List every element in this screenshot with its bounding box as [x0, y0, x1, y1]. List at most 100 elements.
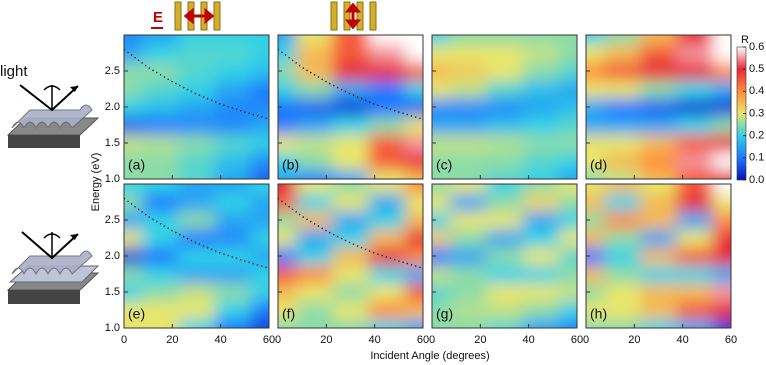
heatmap-cell [676, 319, 714, 328]
heatmap-cell [250, 184, 269, 194]
heatmap-cell [640, 116, 678, 135]
heatmap-cell [450, 62, 487, 81]
heatmap-cell [296, 265, 333, 284]
heatmap-cell [178, 80, 216, 99]
heatmap-cell [676, 170, 714, 179]
heatmap-cell [332, 211, 370, 230]
heatmap-cell [712, 152, 731, 171]
heatmap-cell [332, 319, 370, 328]
heatmap-cell [142, 134, 179, 153]
heatmap-cell [178, 134, 216, 153]
heatmap-cell [676, 116, 714, 135]
heatmap-cell [368, 265, 406, 284]
heatmap-cell [712, 319, 731, 328]
heatmap-cell [712, 301, 731, 320]
rayleigh-line [278, 48, 423, 120]
heatmap-cell [432, 44, 451, 63]
heatmap-cell [558, 80, 577, 99]
heatmap-cell [640, 134, 678, 153]
heatmap-cell [640, 319, 678, 328]
heatmap-cell [142, 184, 179, 194]
heatmap-cell [214, 319, 252, 328]
heatmap-cell [604, 283, 641, 302]
heatmap-cell [586, 134, 605, 153]
heatmap-cell [450, 44, 487, 63]
heatmap-cell [332, 98, 370, 117]
heatmap-cell [604, 265, 641, 284]
heatmap-cell [676, 184, 714, 194]
heatmap-cell [124, 229, 143, 248]
heatmap-cell [250, 247, 269, 266]
heatmap-cell [178, 35, 216, 45]
heatmap-cell [250, 80, 269, 99]
heatmap-cell [250, 283, 269, 302]
heatmap [586, 35, 731, 179]
heatmap-cell [712, 184, 731, 194]
heatmap-cell [368, 319, 406, 328]
y-tick-label: 2.0 [105, 101, 120, 113]
panel-label: (a) [128, 157, 145, 173]
heatmap-cell [712, 116, 731, 135]
heatmap-cell [640, 211, 678, 230]
heatmap-cell [368, 62, 406, 81]
heatmap-cell [604, 184, 641, 194]
heatmap-cell [368, 247, 406, 266]
heatmap-cell [676, 211, 714, 230]
colorbar-tick-label: 0.3 [749, 107, 764, 119]
heatmap-cells [586, 184, 731, 328]
heatmap-cell [404, 211, 423, 230]
heatmap-cell [558, 35, 577, 45]
x-tick-label: 20 [320, 334, 332, 346]
heatmap-cell [586, 301, 605, 320]
heatmap-cell [404, 283, 423, 302]
y-tick-label: 2.5 [105, 214, 120, 226]
heatmap-cell [450, 301, 487, 320]
heatmap-cell [586, 80, 605, 99]
heatmap-cell [332, 62, 370, 81]
heatmap-cell [404, 319, 423, 328]
heatmap-cell [404, 62, 423, 81]
heatmap-cell [558, 44, 577, 63]
heatmap-cell [486, 319, 524, 328]
heatmap-cell [486, 211, 524, 230]
heatmap-cell [250, 193, 269, 212]
heatmap-cell [124, 98, 143, 117]
field-label: E [153, 9, 163, 26]
heatmap-cell [404, 193, 423, 212]
heatmap-cell [142, 193, 179, 212]
heatmap-cells [432, 184, 577, 328]
y-tick-label: 1.0 [105, 322, 120, 334]
heatmap-cell [278, 301, 297, 320]
heatmap-cell [142, 211, 179, 230]
heatmap-cell [124, 152, 143, 171]
sample-diagram: light [0, 63, 100, 304]
heatmap-cell [432, 265, 451, 284]
heatmap-cell [522, 319, 560, 328]
heatmap-cell [278, 152, 297, 171]
heatmap-cell [214, 62, 252, 81]
heatmap-cell [278, 229, 297, 248]
heatmap-cell [214, 193, 252, 212]
heatmap-cell [676, 193, 714, 212]
heatmap-cell [124, 301, 143, 320]
heatmap-cell [332, 265, 370, 284]
heatmap-cell [558, 247, 577, 266]
heatmap-cell [450, 193, 487, 212]
heatmap-cell [250, 116, 269, 135]
heatmap-cell [640, 170, 678, 179]
heatmap-cell [142, 319, 179, 328]
heatmap-cell [558, 98, 577, 117]
heatmap-cell [124, 80, 143, 99]
heatmap-cell [124, 211, 143, 230]
x-tick-label: 60 [571, 334, 583, 346]
heatmap-cell [676, 98, 714, 117]
heatmap-cell [296, 319, 333, 328]
heatmap-cell [124, 319, 143, 328]
heatmap-cell [486, 170, 524, 179]
polarization-icon: E [151, 1, 377, 31]
heatmap-cell [368, 35, 406, 45]
heatmap-cell [296, 134, 333, 153]
heatmap-cell [604, 44, 641, 63]
heatmap-cell [178, 265, 216, 284]
